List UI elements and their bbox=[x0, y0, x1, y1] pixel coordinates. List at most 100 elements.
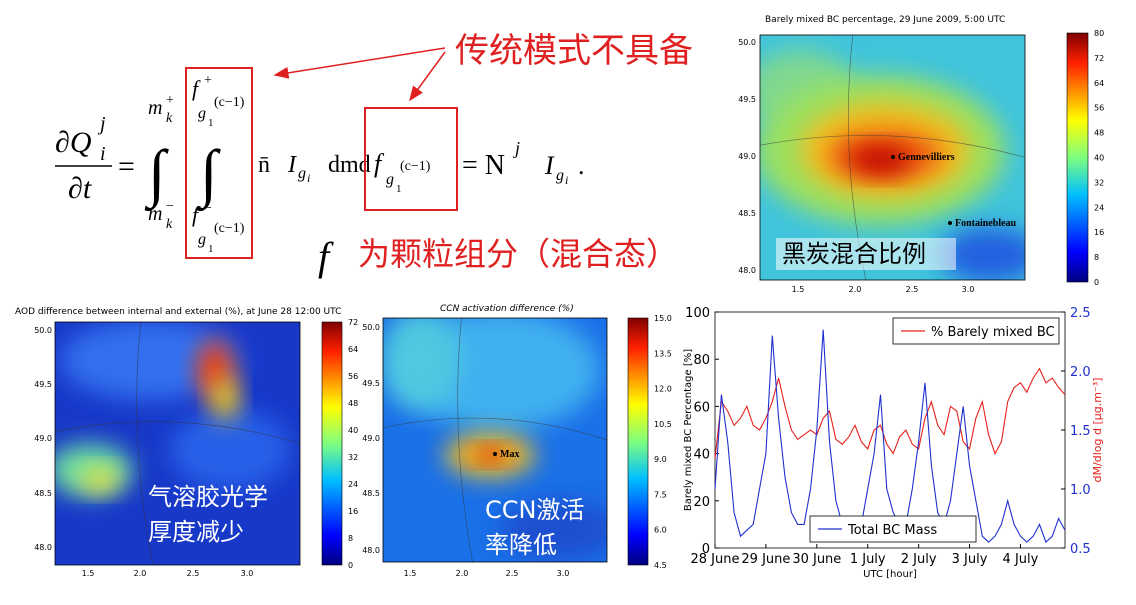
map-y-tick: 50.0 bbox=[738, 38, 756, 47]
eq-text: (c−1) bbox=[214, 95, 245, 110]
map-x-tick: 1.5 bbox=[404, 569, 417, 578]
eq-text: j bbox=[513, 138, 520, 158]
y2-axis-label: dM/dlog d [μg.m⁻³] bbox=[1091, 378, 1104, 483]
eq-text: . bbox=[578, 151, 585, 180]
map-x-tick: 3.0 bbox=[241, 569, 254, 578]
region-border bbox=[383, 318, 607, 562]
colorbar-tick: 32 bbox=[348, 453, 358, 462]
colorbar bbox=[627, 317, 649, 566]
colorbar-tick: 16 bbox=[1094, 228, 1104, 237]
series-line bbox=[714, 367, 1066, 459]
map-x-tick: 2.5 bbox=[506, 569, 519, 578]
y2-tick-label: 0.5 bbox=[1070, 542, 1091, 557]
figures: Barely mixed BC percentage, 29 June 2009… bbox=[15, 15, 1104, 580]
x-tick-label: 30 June bbox=[792, 552, 841, 567]
y-axis-label: Barely mixed BC Percentage [%] bbox=[683, 349, 694, 511]
colorbar-tick: 0 bbox=[1094, 278, 1099, 287]
map-x-tick: 3.0 bbox=[962, 285, 975, 294]
colorbar-tick: 56 bbox=[348, 372, 358, 381]
colorbar-tick: 24 bbox=[1094, 203, 1104, 212]
eq-text: (c−1) bbox=[214, 221, 245, 236]
map-x-tick: 2.0 bbox=[456, 569, 469, 578]
eq-text: 1 bbox=[208, 117, 214, 129]
series-line bbox=[714, 329, 1066, 544]
map-x-tick: 2.5 bbox=[906, 285, 919, 294]
eq-text: 1 bbox=[396, 183, 402, 195]
eq-text: = N bbox=[462, 150, 505, 181]
site-marker bbox=[891, 155, 895, 159]
colorbar-tick: 16 bbox=[348, 507, 358, 516]
highlight-box bbox=[364, 107, 458, 211]
colorbar-tick: 7.5 bbox=[654, 490, 667, 499]
eq-text: k bbox=[166, 111, 173, 126]
colorbar-tick: 4.5 bbox=[654, 561, 667, 570]
map-frame bbox=[382, 317, 608, 563]
eq-text: m bbox=[148, 97, 162, 119]
eq-text: j bbox=[97, 113, 106, 135]
map-y-tick: 48.0 bbox=[34, 543, 52, 552]
map-y-tick: 48.0 bbox=[738, 266, 756, 275]
site-label: Fontainebleau bbox=[955, 218, 1017, 229]
map-title: Barely mixed BC percentage, 29 June 2009… bbox=[765, 15, 1005, 25]
map-x-tick: 2.5 bbox=[187, 569, 200, 578]
colorbar-tick: 10.5 bbox=[654, 420, 672, 429]
map-y-tick: 49.5 bbox=[34, 380, 52, 389]
y-tick-label: 60 bbox=[693, 400, 710, 415]
heatmap-blob bbox=[80, 468, 120, 492]
overlay-bg bbox=[776, 238, 956, 270]
eq-text: ∫ bbox=[196, 137, 221, 212]
site-label: Gennevilliers bbox=[898, 152, 955, 163]
arrow bbox=[409, 51, 446, 102]
colorbar bbox=[1066, 32, 1089, 283]
colorbar-tick: 48 bbox=[1094, 129, 1104, 138]
site-marker bbox=[493, 452, 497, 456]
map-y-tick: 48.5 bbox=[738, 209, 756, 218]
map-frame bbox=[54, 321, 301, 566]
eq-text: ∂t bbox=[68, 172, 92, 205]
map-x-tick: 1.5 bbox=[82, 569, 95, 578]
colorbar-tick: 48 bbox=[348, 399, 358, 408]
map-y-tick: 49.0 bbox=[362, 434, 380, 443]
eq-text: ∫ bbox=[144, 137, 169, 212]
eq-text: g bbox=[556, 167, 564, 184]
y-tick-label: 0 bbox=[702, 542, 710, 557]
colorbar-tick: 40 bbox=[1094, 154, 1104, 163]
eq-text: i bbox=[565, 173, 568, 187]
x-tick-label: 28 June bbox=[691, 552, 740, 567]
eq-text: f bbox=[192, 76, 201, 101]
heatmap-blob bbox=[383, 318, 460, 410]
colorbar-tick: 8 bbox=[348, 534, 353, 543]
x-tick-label: 3 July bbox=[952, 552, 988, 567]
eq-text: g bbox=[386, 171, 394, 188]
map-overlay-label: 率降低 bbox=[485, 531, 557, 559]
colorbar-tick: 6.0 bbox=[654, 526, 667, 535]
eq-text: m bbox=[148, 203, 162, 225]
heatmap bbox=[55, 322, 300, 565]
map-y-tick: 49.0 bbox=[738, 152, 756, 161]
map-title: AOD difference between internal and exte… bbox=[15, 307, 341, 317]
f-symbol: f bbox=[318, 234, 334, 279]
eq-text: k bbox=[166, 217, 173, 232]
heatmap-blob bbox=[472, 447, 508, 463]
colorbar bbox=[321, 321, 343, 566]
y2-tick-label: 2.0 bbox=[1070, 365, 1091, 380]
map-overlay-label: 黑炭混合比例 bbox=[782, 240, 926, 268]
colorbar-tick: 13.5 bbox=[654, 349, 672, 358]
site-label: Max bbox=[500, 449, 519, 460]
map-y-tick: 50.0 bbox=[34, 326, 52, 335]
colorbar-tick: 8 bbox=[1094, 253, 1099, 262]
map-x-tick: 1.5 bbox=[792, 285, 805, 294]
legend-label: Total BC Mass bbox=[847, 523, 937, 538]
x-tick-label: 29 June bbox=[741, 552, 790, 567]
legend-label: % Barely mixed BC bbox=[931, 325, 1055, 340]
map-overlay-label: CCN激活 bbox=[485, 496, 584, 524]
eq-text: + bbox=[166, 93, 174, 108]
map-y-tick: 49.5 bbox=[738, 95, 756, 104]
eq-text: ∂Q bbox=[55, 126, 92, 159]
map-frame bbox=[759, 34, 1026, 281]
map-y-tick: 50.0 bbox=[362, 323, 380, 332]
eq-text: g bbox=[198, 105, 206, 122]
eq-text: I bbox=[287, 152, 297, 178]
colorbar-tick: 64 bbox=[1094, 79, 1104, 88]
